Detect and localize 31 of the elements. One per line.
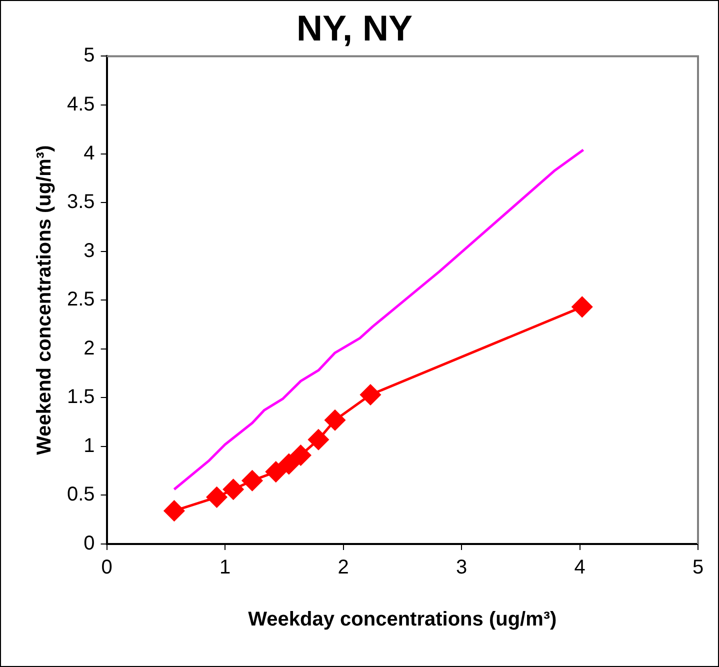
y-tick-label: 3.5 [66,191,95,214]
point [572,296,592,318]
x-tick-label: 3 [456,556,468,579]
point [308,429,329,450]
x-tick-label: 2 [338,556,349,579]
x-tick-label: 0 [101,556,112,579]
point [324,410,346,430]
y-tick-label: 3 [84,240,95,262]
y-tick-label: 1 [84,434,95,457]
point [206,486,228,508]
x-axis-title: Weekday concentrations (ug/m³) [248,608,557,631]
x-tick-label: 4 [574,556,586,579]
point [290,444,311,466]
y-tick-label: 5 [84,44,95,67]
point [164,500,184,522]
point [360,384,381,405]
y-tick-label: 2.5 [66,288,95,311]
y-tick-label: 4 [84,142,95,164]
chart-title: NY, NY [296,8,413,49]
y-tick-label: 0.5 [66,484,95,506]
point [223,479,244,500]
y-tick-label: 1.5 [66,386,95,408]
y-axis-title: Weekend concentrations (ug/m³) [34,145,56,455]
y-tick-label: 4.5 [66,93,95,116]
point [266,462,286,482]
x-tick-label: 1 [219,556,231,579]
x-tick-label: 5 [692,556,704,579]
point [242,470,262,491]
point [278,454,300,474]
y-tick-label: 0 [84,532,95,555]
y-tick-label: 2 [84,337,95,360]
